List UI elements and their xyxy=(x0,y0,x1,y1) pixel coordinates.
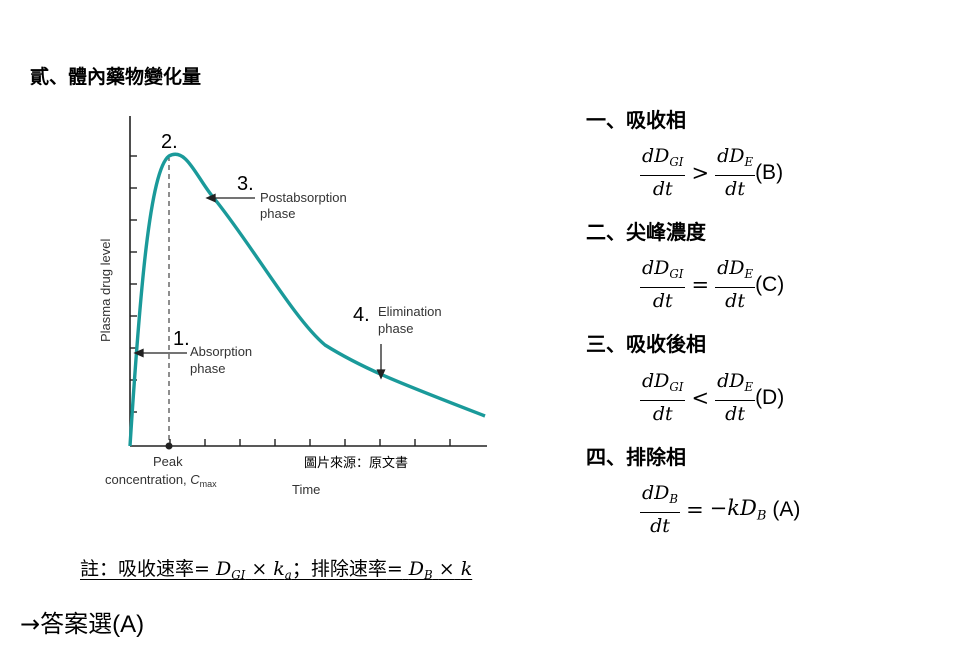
equation-absorption: dDGI dt > dDE dt (B) xyxy=(640,145,784,201)
answer-tag: (A) xyxy=(772,497,801,521)
answer-line: →答案選(A) xyxy=(20,610,145,638)
phase-heading-peak: 二、尖峰濃度 xyxy=(586,220,706,244)
marker-2: 2. xyxy=(161,131,178,153)
elimination-label-1: Elimination xyxy=(378,304,442,319)
arrow-icon: → xyxy=(20,610,41,638)
peak-label-1: Peak xyxy=(153,454,183,469)
rate-note: 註：吸收速率= DGI × ka；排除速率= DB × k xyxy=(80,558,473,583)
fraction-dDe-dt: dDE dt xyxy=(715,257,756,313)
answer-tag: (B) xyxy=(755,160,784,184)
phase-heading-absorption: 一、吸收相 xyxy=(586,108,686,132)
plasma-curve xyxy=(128,152,486,447)
image-source: 圖片來源：原文書 xyxy=(304,455,408,470)
rhs-kDb: −kDB xyxy=(709,495,767,524)
equation-elimination: dDB dt = −kDB (A) xyxy=(640,482,801,538)
fraction-dDb-dt: dDB dt xyxy=(640,482,681,538)
marker-1: 1. xyxy=(173,328,190,350)
phase-heading-elimination: 四、排除相 xyxy=(586,445,686,469)
fraction-dDgi-dt: dDGI dt xyxy=(640,257,686,313)
fraction-dDgi-dt: dDGI dt xyxy=(640,145,686,201)
plasma-curve-figure: Plasma drug level 2. 3. Postabsorption p… xyxy=(98,116,487,497)
x-axis-label: Time xyxy=(292,482,320,497)
absorption-label-1: Absorption xyxy=(190,344,252,359)
fraction-dDe-dt: dDE dt xyxy=(715,370,756,426)
fraction-dDe-dt: dDE dt xyxy=(715,145,756,201)
peak-label-2: concentration, Cmax xyxy=(105,472,217,489)
equation-postabsorption: dDGI dt < dDE dt (D) xyxy=(640,370,785,426)
section-title: 貳、體內藥物變化量 xyxy=(30,66,202,88)
fraction-dDgi-dt: dDGI dt xyxy=(640,370,686,426)
postabsorption-label-2: phase xyxy=(260,206,295,221)
equation-peak: dDGI dt = dDE dt (C) xyxy=(640,257,785,313)
elimination-arrow xyxy=(376,344,386,380)
phase-heading-postabsorption: 三、吸收後相 xyxy=(586,332,706,356)
x-ticks xyxy=(169,439,451,446)
marker-4: 4. xyxy=(353,304,370,326)
answer-tag: (C) xyxy=(755,272,785,296)
y-axis-label: Plasma drug level xyxy=(98,239,113,342)
postabsorption-label-1: Postabsorption xyxy=(260,190,347,205)
marker-3: 3. xyxy=(237,173,254,195)
absorption-label-2: phase xyxy=(190,361,225,376)
absorption-arrow xyxy=(133,348,187,358)
peak-dot xyxy=(165,442,173,450)
postabsorption-arrow xyxy=(205,193,255,203)
elimination-label-2: phase xyxy=(378,321,413,336)
answer-tag: (D) xyxy=(755,385,785,409)
